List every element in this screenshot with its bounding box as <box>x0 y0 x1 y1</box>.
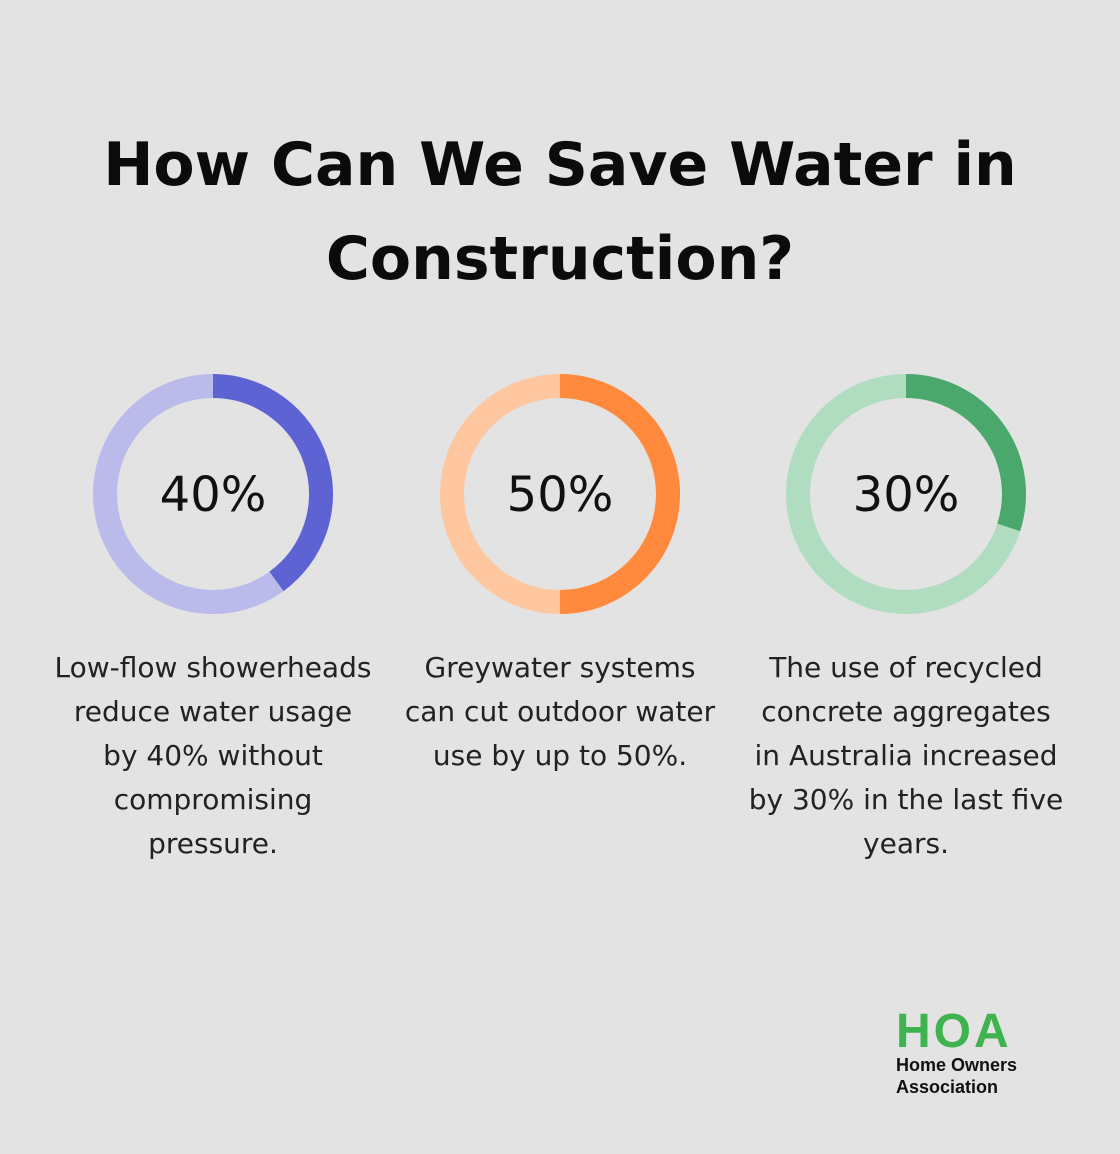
stat-card-3: 30% The use of recycled concrete aggrega… <box>741 372 1071 866</box>
donut-chart-2: 50% <box>440 374 680 614</box>
donut-arc-1 <box>212 374 333 592</box>
percent-label-2: 50% <box>507 467 614 523</box>
stat-card-2: 50% Greywater systems can cut outdoor wa… <box>395 372 725 778</box>
stat-caption-3: The use of recycled concrete aggregates … <box>748 651 1064 860</box>
logo-line-1: Home Owners <box>896 1055 1018 1075</box>
donut-arc-3 <box>905 374 1026 532</box>
hoa-logo: HOA Home Owners Association <box>896 1005 1066 1098</box>
donut-chart-1: 40% <box>93 374 333 614</box>
stat-card-1: 40% Low-flow showerheads reduce water us… <box>48 372 378 866</box>
logo-line-2: Association <box>896 1077 999 1097</box>
page-title: How Can We Save Water in Construction? <box>103 130 1017 294</box>
percent-label-3: 30% <box>853 467 960 523</box>
donut-chart-3: 30% <box>786 374 1026 614</box>
percent-label-1: 40% <box>160 467 267 523</box>
logo-mark: HOA <box>896 1005 1012 1058</box>
donut-arc-2 <box>559 374 680 614</box>
stat-caption-1: Low-flow showerheads reduce water usage … <box>54 651 372 860</box>
stat-caption-2: Greywater systems can cut outdoor water … <box>404 651 716 772</box>
